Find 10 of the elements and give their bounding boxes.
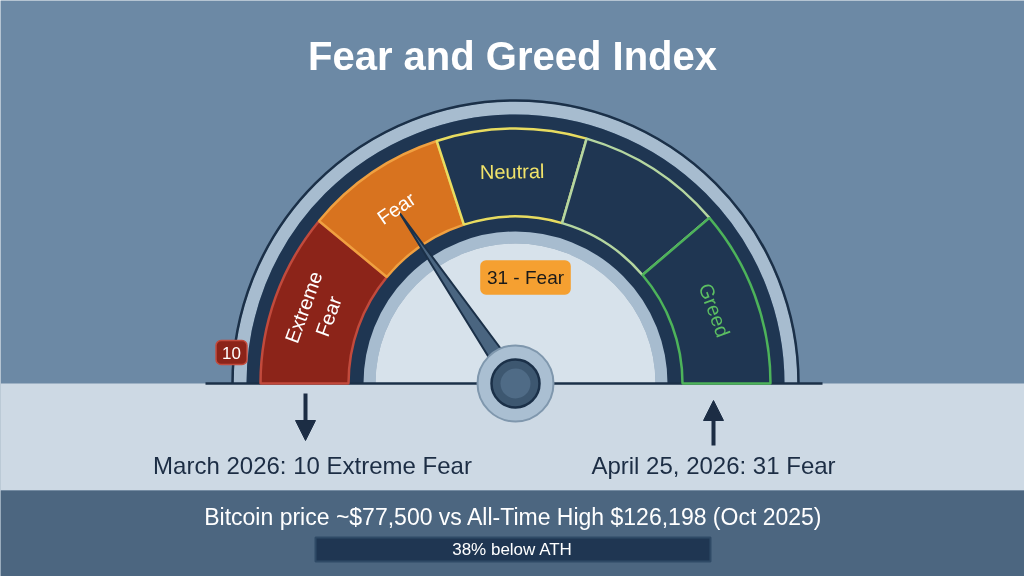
text: 10 (222, 343, 241, 363)
text: April 25, 2026: 31 Fear (591, 452, 836, 479)
text: Bitcoin price ~$77,500 vs All-Time High $126,198 (Oct 2025) (204, 503, 822, 530)
chart-title: Fear and Greed Index (307, 33, 718, 78)
text: 38% below ATH (452, 540, 572, 559)
text: 31 - Fear (486, 267, 565, 288)
text: March 2026: 10 Extreme Fear (153, 452, 472, 479)
slice-label: Neutral (479, 160, 545, 184)
slice-label: Greed (694, 280, 735, 341)
slice-label: Fear (373, 187, 420, 229)
